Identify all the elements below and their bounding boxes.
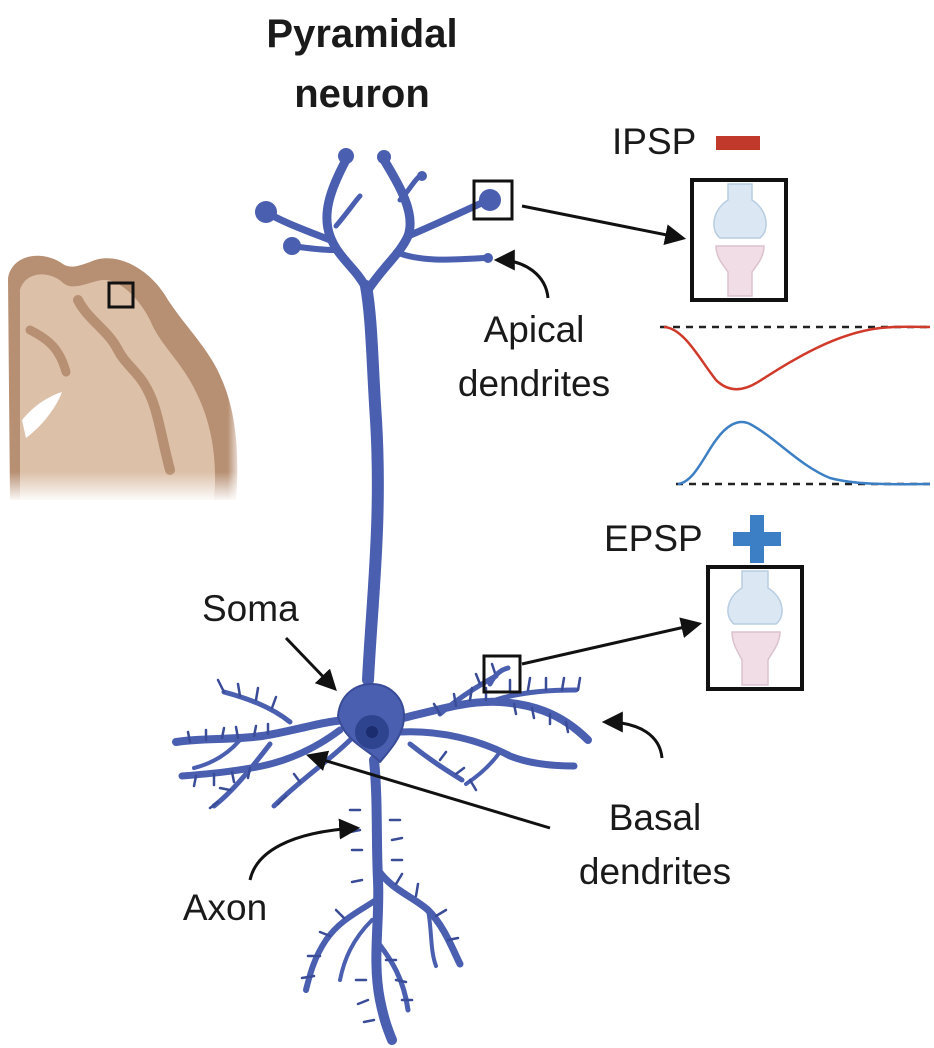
nucleolus bbox=[366, 726, 378, 738]
soma-label: Soma bbox=[202, 588, 299, 629]
basal-dendrites-left bbox=[172, 689, 353, 809]
apical-synapse-marker bbox=[472, 179, 514, 221]
apical-label-line-1: Apical bbox=[484, 309, 585, 350]
minus-icon bbox=[716, 136, 760, 150]
presynaptic-terminal bbox=[713, 183, 767, 239]
soma-arrow bbox=[284, 636, 337, 692]
postsynaptic-terminal-2 bbox=[731, 631, 781, 686]
neuron bbox=[172, 148, 592, 1045]
presynaptic-terminal-2 bbox=[727, 570, 783, 625]
basal-arrow-right bbox=[601, 711, 664, 759]
postsynaptic-terminal bbox=[715, 245, 765, 297]
basal-label-line-2: dendrites bbox=[579, 851, 731, 892]
apical-label-line-2: dendrites bbox=[458, 363, 610, 404]
epsp-synapse-inset bbox=[706, 565, 804, 691]
basal-dendrites-right bbox=[391, 673, 592, 786]
axon bbox=[303, 755, 464, 1045]
epsp-label: EPSP bbox=[604, 518, 703, 559]
basal-synapse-marker bbox=[482, 654, 522, 694]
basal-arrow-left bbox=[305, 750, 551, 830]
brain-sulcus-2 bbox=[25, 325, 71, 377]
axon-label: Axon bbox=[183, 887, 267, 928]
brain-region-marker bbox=[107, 281, 135, 309]
basal-to-epsp-arrow bbox=[521, 617, 703, 666]
epsp-trace bbox=[677, 420, 931, 486]
dendritic-tips bbox=[255, 148, 501, 263]
apical-arrow bbox=[493, 249, 550, 299]
brain-section bbox=[0, 240, 242, 502]
apical-to-ipsp-arrow bbox=[521, 204, 687, 246]
basal-label-line-1: Basal bbox=[609, 797, 702, 838]
plus-icon bbox=[733, 515, 781, 563]
ipsp-trace bbox=[663, 325, 931, 391]
title-line-2: neuron bbox=[294, 72, 430, 116]
ipsp-label: IPSP bbox=[612, 121, 696, 162]
ipsp-synapse-inset bbox=[690, 178, 788, 302]
title-line-1: Pyramidal bbox=[266, 12, 457, 56]
apical-dendrite-tree bbox=[262, 155, 492, 686]
axon-arrow bbox=[248, 818, 361, 881]
